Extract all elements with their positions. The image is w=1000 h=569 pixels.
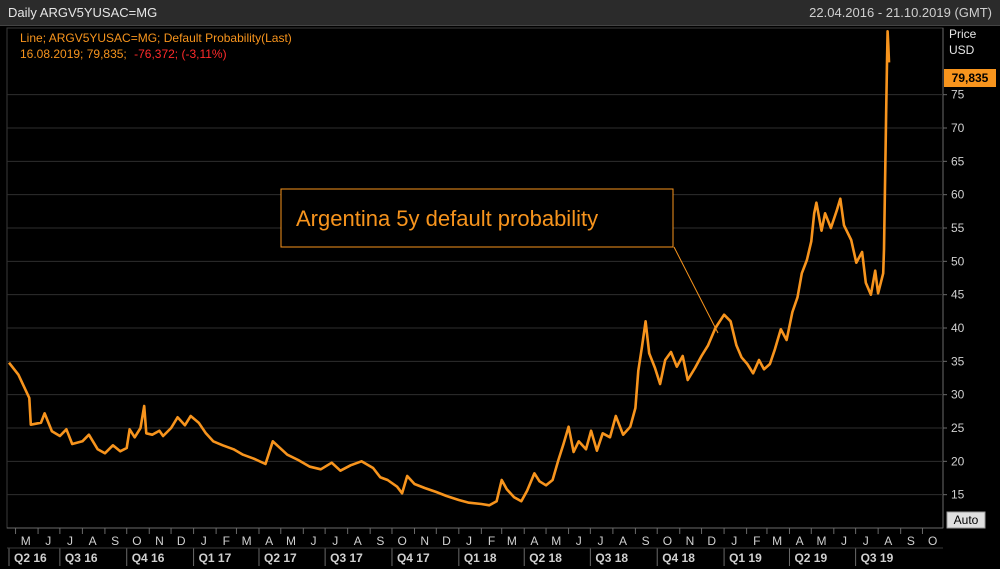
x-month-tick-label: N (155, 534, 164, 548)
x-month-tick-label: J (731, 534, 737, 548)
legend-change-value: -76,372; (-3,11%) (134, 47, 227, 61)
x-quarter-tick-label: Q4 16 (132, 551, 165, 565)
y-tick-label: 45 (951, 288, 965, 302)
x-month-tick-label: J (576, 534, 582, 548)
y-tick-label: 60 (951, 188, 965, 202)
x-quarter-tick-label: Q2 19 (794, 551, 827, 565)
price-axis-label: Price (949, 27, 977, 41)
x-month-tick-label: F (488, 534, 495, 548)
y-tick-label: 55 (951, 221, 965, 235)
x-month-tick-label: F (223, 534, 230, 548)
x-quarter-tick-label: Q3 17 (330, 551, 363, 565)
x-month-tick-label: M (551, 534, 561, 548)
x-month-tick-label: A (265, 534, 273, 548)
x-month-tick-label: A (354, 534, 362, 548)
x-month-tick-label: J (466, 534, 472, 548)
x-month-tick-label: J (841, 534, 847, 548)
x-month-tick-label: M (772, 534, 782, 548)
annotation-box (280, 188, 674, 248)
x-month-tick-label: M (507, 534, 517, 548)
x-month-tick-label: A (530, 534, 538, 548)
legend-series-description: Line; ARGV5YUSAC=MG; Default Probability… (20, 31, 292, 45)
series-line (7, 30, 891, 507)
x-month-tick-label: D (707, 534, 716, 548)
x-quarter-tick-label: Q3 18 (595, 551, 628, 565)
x-month-tick-label: F (753, 534, 760, 548)
x-month-tick-label: A (884, 534, 892, 548)
y-tick-label: 50 (951, 254, 965, 268)
x-month-tick-label: J (201, 534, 207, 548)
x-month-tick-label: J (45, 534, 51, 548)
last-value-label: 79,835 (952, 71, 989, 85)
x-quarter-tick-label: Q4 17 (397, 551, 430, 565)
x-quarter-tick-label: Q2 17 (264, 551, 297, 565)
auto-scale-button-label[interactable]: Auto (954, 513, 979, 527)
x-quarter-tick-label: Q4 18 (662, 551, 695, 565)
x-month-tick-label: J (67, 534, 73, 548)
x-month-tick-label: O (663, 534, 672, 548)
y-tick-label: 65 (951, 154, 965, 168)
y-tick-label: 15 (951, 488, 965, 502)
chart-date-range: 22.04.2016 - 21.10.2019 (GMT) (809, 5, 992, 20)
last-value-marker (944, 69, 996, 87)
x-month-tick-label: N (420, 534, 429, 548)
x-month-tick-label: S (376, 534, 384, 548)
y-tick-label: 75 (951, 88, 965, 102)
legend-last-date-value: 16.08.2019; 79,835; (20, 47, 127, 61)
x-quarter-tick-label: Q2 16 (14, 551, 47, 565)
x-month-tick-label: N (686, 534, 695, 548)
x-month-tick-label: D (442, 534, 451, 548)
x-month-tick-label: M (242, 534, 252, 548)
y-tick-labels: 15 20 25 30 35 40 45 50 55 60 65 70 75 (943, 88, 965, 502)
x-month-tick-label: J (863, 534, 869, 548)
auto-scale-button[interactable] (946, 511, 986, 529)
x-quarter-tick-label: Q3 16 (65, 551, 98, 565)
x-month-tick-label: J (332, 534, 338, 548)
chart-title-bar: Daily ARGV5YUSAC=MG 22.04.2016 - 21.10.2… (0, 0, 1000, 26)
x-month-tick-label: O (132, 534, 141, 548)
y-tick-label: 70 (951, 121, 965, 135)
x-month-tick-label: J (598, 534, 604, 548)
x-month-tick-label: M (286, 534, 296, 548)
annotation-text: Argentina 5y default probability (296, 206, 598, 231)
x-quarter-tick-label: Q1 17 (199, 551, 232, 565)
x-quarter-tick-label: Q1 19 (729, 551, 762, 565)
y-tick-label: 20 (951, 454, 965, 468)
price-axis-currency: USD (949, 43, 975, 57)
x-quarter-tick-label: Q1 18 (464, 551, 497, 565)
x-month-tick-label: O (397, 534, 406, 548)
x-month-tick-label: S (907, 534, 915, 548)
x-month-tick-label: M (816, 534, 826, 548)
x-month-tick-label: O (928, 534, 937, 548)
x-month-tick-label: A (796, 534, 804, 548)
x-month-tick-label: M (21, 534, 31, 548)
legend-last-values: 16.08.2019; 79,835; -76,372; (-3,11%) (20, 47, 227, 61)
x-month-tick-label: S (111, 534, 119, 548)
plot-area-border (6, 27, 944, 529)
y-tick-label: 35 (951, 354, 965, 368)
x-month-tick-label: A (89, 534, 97, 548)
annotation-leader-line (673, 246, 719, 334)
y-tick-label: 25 (951, 421, 965, 435)
x-month-tick-label: A (619, 534, 627, 548)
y-tick-label: 40 (951, 321, 965, 335)
x-quarter-tick-label: Q3 19 (861, 551, 894, 565)
x-month-tick-label: S (642, 534, 650, 548)
x-month-tick-label: D (177, 534, 186, 548)
chart-instrument-title: Daily ARGV5YUSAC=MG (8, 5, 158, 20)
x-month-tick-label: J (310, 534, 316, 548)
y-tick-label: 30 (951, 388, 965, 402)
x-quarter-tick-label: Q2 18 (529, 551, 562, 565)
